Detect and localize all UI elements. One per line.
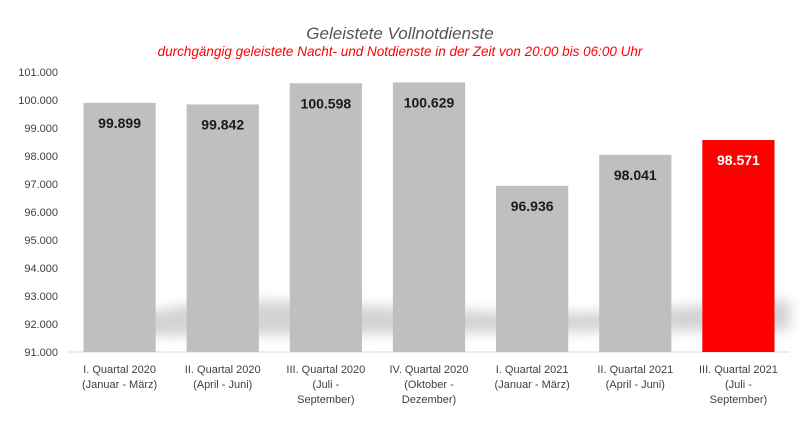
y-tick-label: 94.000 — [24, 263, 58, 275]
bar — [599, 154, 672, 352]
x-tick-label: II. Quartal 2021 — [597, 364, 673, 376]
x-tick-label: (Januar - März) — [495, 379, 570, 391]
y-tick-label: 99.000 — [24, 123, 58, 135]
y-tick-label: 91.000 — [24, 347, 58, 359]
data-label: 100.598 — [301, 95, 352, 111]
chart-title: Geleistete Vollnotdienste — [306, 24, 494, 43]
data-label: 96.936 — [511, 198, 554, 214]
x-tick-label: September) — [710, 394, 767, 406]
y-tick-label: 93.000 — [24, 291, 58, 303]
chart-subtitle: durchgängig geleistete Nacht- und Notdie… — [157, 44, 643, 59]
x-tick-label: Dezember) — [402, 394, 456, 406]
data-label: 100.629 — [404, 94, 455, 110]
y-tick-label: 97.000 — [24, 179, 58, 191]
x-tick-label: (April - Juni) — [193, 379, 252, 391]
bar — [496, 185, 569, 352]
x-tick-label: III. Quartal 2021 — [699, 364, 778, 376]
x-tick-label: IV. Quartal 2020 — [389, 364, 468, 376]
data-label: 99.899 — [98, 115, 141, 131]
data-label: 98.571 — [717, 152, 760, 168]
y-tick-label: 95.000 — [24, 235, 58, 247]
y-tick-label: 98.000 — [24, 151, 58, 163]
bar — [289, 83, 362, 353]
x-tick-label: September) — [297, 394, 354, 406]
y-tick-label: 96.000 — [24, 207, 58, 219]
x-tick-label: (Juli - — [312, 379, 339, 391]
bar — [392, 82, 466, 352]
data-label: 99.842 — [201, 116, 244, 132]
bar — [186, 104, 259, 352]
x-tick-label: (Oktober - — [404, 379, 454, 391]
y-tick-label: 101.000 — [18, 67, 58, 79]
x-tick-label: III. Quartal 2020 — [286, 364, 365, 376]
x-tick-label: I. Quartal 2020 — [83, 364, 156, 376]
bar — [83, 102, 156, 352]
x-tick-label: I. Quartal 2021 — [496, 364, 569, 376]
x-tick-label: II. Quartal 2020 — [185, 364, 261, 376]
data-label: 98.041 — [614, 167, 657, 183]
bar — [702, 140, 775, 352]
y-tick-label: 92.000 — [24, 319, 58, 331]
y-tick-label: 100.000 — [18, 95, 58, 107]
x-tick-label: (Juli - — [725, 379, 752, 391]
x-tick-label: (April - Juni) — [606, 379, 665, 391]
x-tick-label: (Januar - März) — [82, 379, 157, 391]
